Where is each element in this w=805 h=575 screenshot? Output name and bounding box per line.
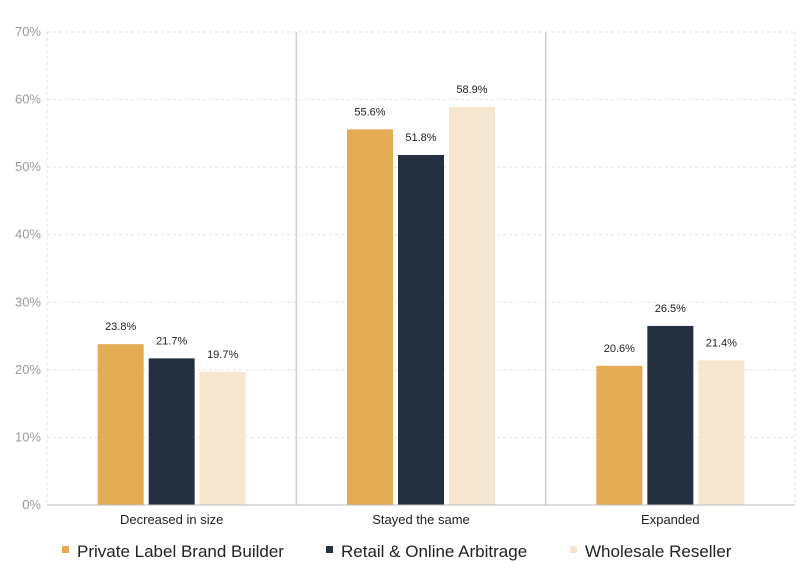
data-label: 55.6% — [354, 106, 385, 118]
data-label: 23.8% — [105, 321, 136, 333]
y-tick-label: 10% — [15, 429, 41, 444]
legend-swatch — [326, 546, 333, 553]
bar — [148, 358, 195, 505]
bar — [698, 360, 745, 505]
bar — [596, 365, 643, 505]
legend-swatch — [570, 546, 577, 553]
bar — [97, 344, 144, 505]
data-label: 19.7% — [207, 349, 238, 361]
y-tick-label: 20% — [15, 362, 41, 377]
y-tick-label: 30% — [15, 294, 41, 309]
legend-label: Wholesale Reseller — [585, 542, 732, 561]
x-tick-label: Decreased in size — [120, 512, 223, 527]
data-label: 26.5% — [655, 303, 686, 315]
data-label: 21.7% — [156, 335, 187, 347]
legend-swatch — [62, 546, 69, 553]
bar — [398, 154, 444, 506]
data-label: 21.4% — [706, 337, 737, 349]
bar — [347, 129, 393, 505]
legend-label: Private Label Brand Builder — [77, 542, 284, 561]
bar — [647, 325, 694, 505]
x-tick-label: Stayed the same — [372, 512, 470, 527]
y-tick-label: 60% — [15, 92, 41, 107]
data-label: 58.9% — [456, 84, 487, 96]
y-tick-label: 50% — [15, 159, 41, 174]
data-label: 20.6% — [604, 343, 635, 355]
legend-label: Retail & Online Arbitrage — [341, 542, 527, 561]
bar — [199, 371, 246, 505]
x-tick-label: Expanded — [641, 512, 700, 527]
y-tick-label: 40% — [15, 227, 41, 242]
bar — [449, 107, 495, 506]
data-label: 51.8% — [405, 132, 436, 144]
y-tick-label: 0% — [22, 497, 41, 512]
y-tick-label: 70% — [15, 24, 41, 39]
